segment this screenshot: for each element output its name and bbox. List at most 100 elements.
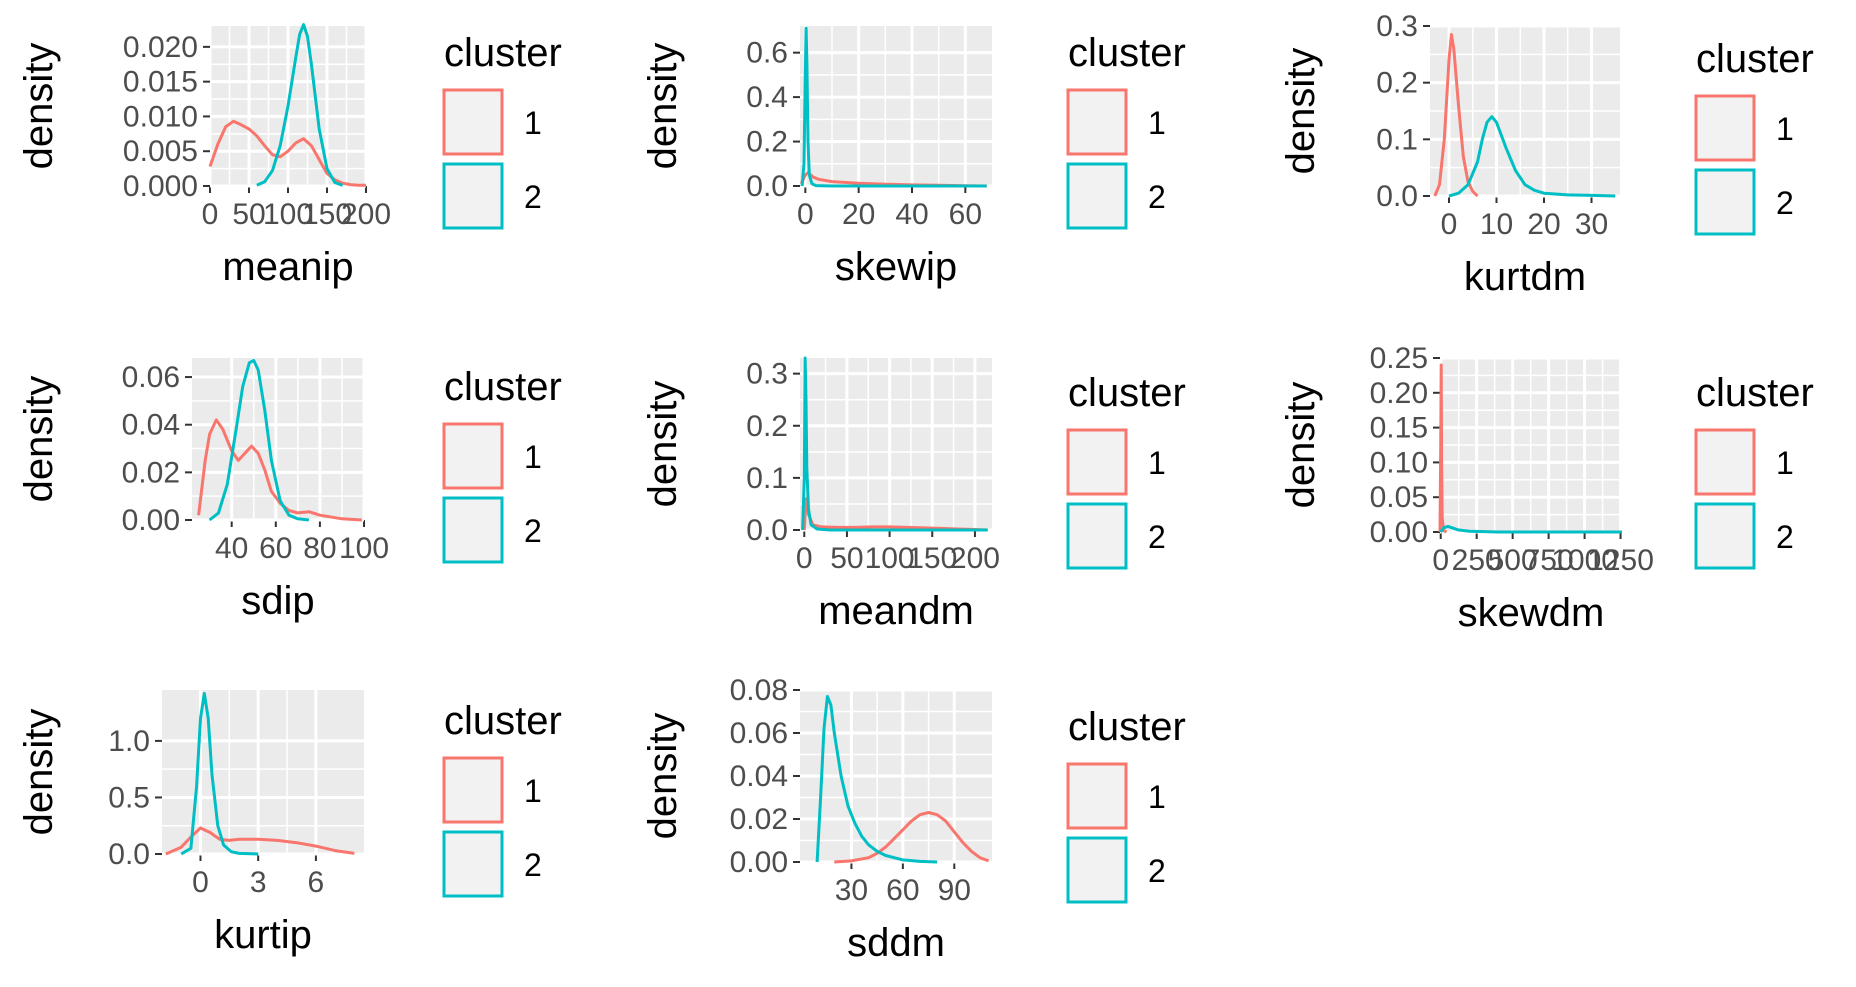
legend: cluster 1 2 — [1694, 371, 1814, 570]
y-axis-title: density — [1279, 48, 1323, 175]
legend-label: 2 — [1776, 519, 1794, 555]
legend: cluster 1 2 — [442, 31, 562, 230]
legend-key-cluster-1 — [1066, 428, 1128, 496]
legend: cluster 1 2 — [442, 365, 562, 564]
legend-key-cluster-2 — [1066, 836, 1128, 904]
density-curve-cluster-2 — [180, 691, 259, 856]
x-tick-label: 50 — [232, 198, 265, 231]
legend-key-cluster-1 — [442, 88, 504, 156]
y-tick-label: 0.3 — [1376, 10, 1418, 43]
density-curve-cluster-1 — [834, 811, 990, 864]
legend-key-cluster-1 — [1066, 88, 1128, 156]
legend-label: 2 — [1148, 853, 1166, 889]
x-tick-label: 0 — [202, 198, 219, 231]
x-tick-label: 60 — [886, 874, 919, 907]
legend: cluster 1 2 — [1066, 371, 1186, 570]
legend-title: cluster — [1696, 371, 1814, 415]
legend-label: 1 — [524, 105, 542, 141]
density-panel: 40 60 80 100 0.00 0.02 0.04 0.06 sdip density clus… — [17, 358, 562, 623]
legend-key-cluster-2 — [1066, 502, 1128, 570]
density-panel: 30 60 90 0.00 0.02 0.04 0.06 0.08 sddm density clu… — [641, 674, 1186, 965]
y-tick-label: 0.1 — [746, 462, 788, 495]
legend: cluster 1 2 — [1066, 31, 1186, 230]
legend-key-cluster-2 — [1694, 502, 1756, 570]
x-axis-title: kurtdm — [1464, 255, 1586, 299]
y-tick-label: 0.6 — [746, 37, 788, 70]
x-axis-title: kurtip — [214, 913, 312, 957]
y-tick-label: 0.08 — [730, 674, 788, 707]
legend-title: cluster — [444, 365, 562, 409]
y-tick-label: 0.00 — [730, 846, 788, 879]
density-curve-cluster-2 — [1448, 115, 1616, 198]
y-axis-title: density — [641, 713, 685, 840]
legend-key-cluster-1 — [1066, 762, 1128, 830]
y-axis-title: density — [17, 709, 61, 836]
x-tick-label: 80 — [303, 532, 336, 565]
y-tick-label: 0.15 — [1370, 412, 1428, 445]
legend-key-cluster-2 — [442, 496, 504, 564]
legend-label: 1 — [1148, 105, 1166, 141]
legend-title: cluster — [444, 699, 562, 743]
legend-label: 1 — [1776, 111, 1794, 147]
y-tick-label: 0.1 — [1376, 123, 1418, 156]
legend-label: 2 — [1776, 185, 1794, 221]
y-axis-title: density — [17, 43, 61, 170]
x-tick-label: 10 — [1480, 208, 1513, 241]
legend-label: 2 — [1148, 519, 1166, 555]
legend-label: 2 — [524, 513, 542, 549]
x-tick-label: 90 — [938, 874, 971, 907]
x-axis-title: skewdm — [1458, 591, 1605, 635]
x-tick-label: 0 — [192, 866, 209, 899]
y-tick-label: 0.4 — [746, 81, 788, 114]
x-tick-label: 20 — [1527, 208, 1560, 241]
legend-label: 1 — [524, 773, 542, 809]
y-tick-label: 0.00 — [1370, 516, 1428, 549]
y-tick-label: 0.0 — [746, 170, 788, 203]
density-curve-cluster-2 — [801, 356, 988, 532]
y-tick-label: 0.015 — [123, 66, 198, 99]
y-tick-label: 0.00 — [122, 504, 180, 537]
legend-label: 2 — [524, 847, 542, 883]
x-axis-title: sddm — [847, 921, 945, 965]
x-tick-label: 0 — [797, 198, 814, 231]
legend-key-cluster-2 — [442, 162, 504, 230]
legend-key-cluster-2 — [1694, 168, 1756, 236]
y-tick-label: 0.20 — [1370, 377, 1428, 410]
legend-key-cluster-1 — [442, 756, 504, 824]
y-tick-label: 1.0 — [108, 725, 150, 758]
x-tick-label: 1000 — [1551, 544, 1618, 577]
legend-label: 1 — [524, 439, 542, 475]
legend-label: 1 — [1776, 445, 1794, 481]
y-axis-title: density — [17, 376, 61, 503]
y-tick-label: 0.2 — [746, 126, 788, 159]
legend-title: cluster — [444, 31, 562, 75]
y-tick-label: 0.04 — [730, 760, 788, 793]
y-tick-label: 0.0 — [1376, 180, 1418, 213]
y-tick-label: 0.3 — [746, 358, 788, 391]
x-tick-label: 200 — [950, 542, 1000, 575]
x-axis-title: meanip — [222, 245, 353, 289]
y-tick-label: 0.2 — [746, 410, 788, 443]
legend-key-cluster-2 — [1066, 162, 1128, 230]
density-curve-cluster-1 — [1438, 363, 1448, 534]
x-tick-label: 60 — [949, 198, 982, 231]
legend-key-cluster-1 — [1694, 94, 1756, 162]
y-tick-label: 0.2 — [1376, 67, 1418, 100]
density-panel: 0 20 40 60 0.0 0.2 0.4 0.6 skewip density cluster 1… — [641, 26, 1186, 289]
x-tick-label: 250 — [1452, 544, 1502, 577]
x-tick-label: 100 — [339, 532, 389, 565]
legend: cluster 1 2 — [442, 699, 562, 898]
y-tick-label: 0.005 — [123, 135, 198, 168]
panel-background — [162, 690, 364, 854]
y-tick-label: 0.0 — [108, 838, 150, 871]
x-tick-label: 150 — [302, 198, 352, 231]
x-tick-label: 0 — [1441, 208, 1458, 241]
x-tick-label: 40 — [895, 198, 928, 231]
y-tick-label: 0.02 — [730, 803, 788, 836]
legend-key-cluster-1 — [1694, 428, 1756, 496]
y-tick-label: 0.000 — [123, 170, 198, 203]
y-tick-label: 0.06 — [122, 361, 180, 394]
legend-label: 2 — [524, 179, 542, 215]
